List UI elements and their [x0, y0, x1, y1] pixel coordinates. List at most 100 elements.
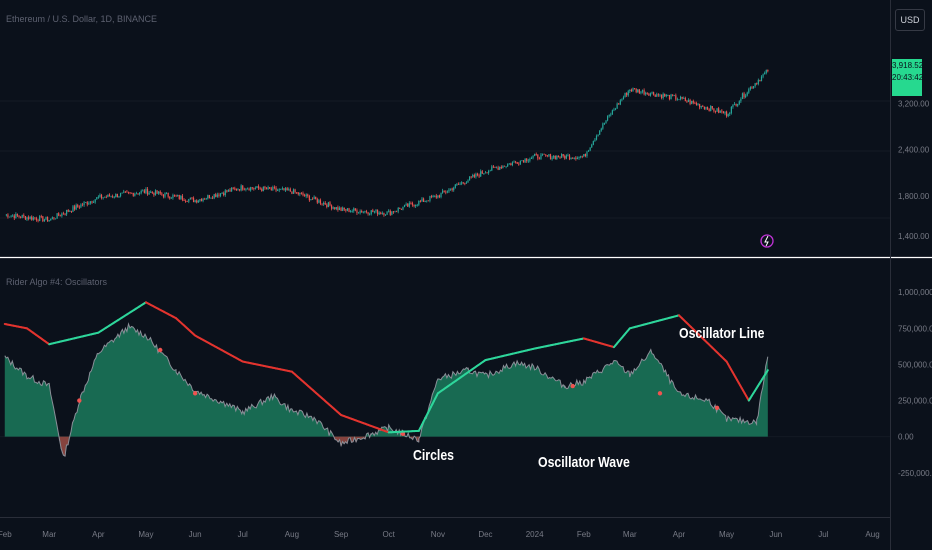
candle	[643, 88, 645, 96]
candle-body	[107, 194, 109, 197]
candle-body	[514, 161, 517, 163]
oscillator-wave-area	[4, 324, 768, 457]
candle-body	[486, 172, 488, 174]
candle	[532, 155, 534, 160]
candle-body	[711, 106, 713, 109]
candle-body	[646, 92, 648, 94]
candle	[376, 209, 379, 217]
time-axis: Feb Mar Apr May Jun Jul Aug Sep Oct Nov Dec 2024 Feb…	[0, 530, 880, 539]
candle-body	[421, 198, 423, 202]
candle	[583, 154, 585, 158]
candle-body	[426, 200, 428, 202]
annotation-oscillator-line: Oscillator Line	[679, 325, 765, 342]
candle-body	[549, 154, 552, 160]
candle	[199, 198, 201, 203]
candle	[543, 153, 545, 155]
candle	[227, 189, 230, 192]
candle-body	[8, 216, 11, 218]
candle-body	[389, 210, 391, 215]
candle-body	[483, 173, 485, 175]
candle-body	[346, 208, 349, 211]
time-tick-label: Aug	[865, 530, 879, 539]
candle	[553, 155, 555, 160]
candle-body	[39, 216, 41, 222]
candle	[335, 207, 337, 211]
candle	[537, 154, 539, 161]
candle-body	[116, 193, 118, 198]
candle	[686, 99, 688, 103]
candle-body	[357, 212, 360, 214]
candle-body	[311, 199, 314, 200]
candle	[475, 172, 477, 179]
candle-body	[97, 196, 99, 198]
price-tick-label: 1,800.00	[898, 192, 930, 201]
candle	[451, 187, 453, 192]
candle-body	[749, 87, 751, 90]
candle-body	[170, 197, 172, 199]
currency-button[interactable]: USD	[895, 9, 925, 31]
time-tick-label: Jul	[238, 530, 248, 539]
candle-body	[651, 92, 653, 94]
candle-body	[657, 94, 659, 96]
candle	[440, 192, 442, 199]
candle	[725, 110, 728, 118]
candle-body	[737, 103, 739, 106]
candle-body	[399, 208, 401, 209]
candle	[93, 200, 95, 203]
candle	[554, 155, 556, 160]
candle	[275, 186, 277, 193]
candle	[432, 194, 434, 198]
candle	[146, 187, 149, 196]
candle-body	[15, 213, 17, 219]
candle-body	[257, 186, 260, 189]
candle-body	[575, 157, 577, 160]
candle	[354, 208, 356, 212]
candle-body	[215, 194, 217, 197]
candle	[196, 199, 198, 204]
candle	[708, 108, 710, 112]
candle	[75, 203, 77, 211]
oscillator-wave-negative	[58, 436, 420, 457]
candle	[738, 100, 740, 106]
candle-body	[354, 208, 356, 211]
candle-body	[35, 218, 38, 221]
candle-body	[291, 191, 293, 194]
candle	[178, 194, 180, 200]
candle-body	[177, 195, 179, 196]
candle-body	[502, 165, 504, 169]
candle-body	[545, 154, 547, 156]
candle-body	[137, 193, 139, 195]
candle	[578, 156, 580, 160]
candle-body	[648, 93, 650, 96]
candle-body	[334, 207, 336, 210]
candle-body	[308, 195, 310, 201]
candle-body	[54, 218, 57, 220]
candle-body	[81, 204, 84, 206]
candle	[300, 192, 303, 195]
candle	[754, 82, 756, 88]
candle-body	[269, 187, 271, 189]
candle	[175, 194, 177, 198]
candle	[691, 100, 693, 105]
candle	[59, 214, 61, 217]
candle-body	[578, 156, 580, 158]
candle-body	[600, 128, 602, 131]
candle-body	[321, 203, 323, 205]
candle-body	[31, 216, 33, 220]
candle-body	[78, 206, 80, 208]
candle-body	[205, 198, 207, 200]
candle	[29, 216, 31, 220]
candle	[297, 192, 299, 196]
candle	[748, 87, 750, 94]
candle-body	[369, 214, 371, 215]
candle-body	[526, 158, 528, 162]
candle	[280, 188, 282, 191]
candle-body	[283, 188, 285, 191]
candle	[446, 190, 448, 194]
candle-body	[284, 188, 287, 191]
alert-lightning-icon	[760, 234, 774, 248]
candle	[192, 196, 195, 203]
candle-body	[710, 106, 712, 111]
candle-body	[503, 165, 506, 167]
